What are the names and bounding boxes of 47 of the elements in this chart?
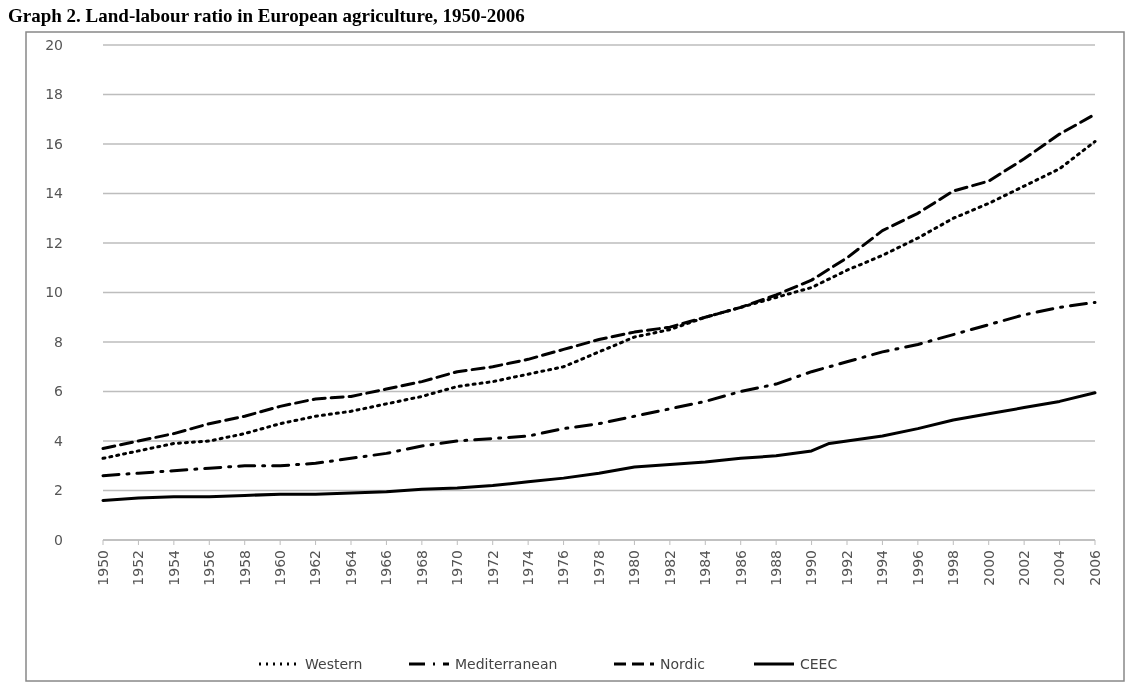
y-tick-label: 14 bbox=[45, 185, 64, 202]
x-tick-label: 1980 bbox=[626, 550, 643, 586]
x-tick-label: 1996 bbox=[909, 549, 926, 586]
x-tick-label: 1970 bbox=[449, 550, 466, 586]
x-tick-label: 1964 bbox=[342, 549, 359, 586]
x-tick-label: 1998 bbox=[945, 550, 962, 586]
legend-label: Nordic bbox=[660, 655, 706, 672]
x-tick-label: 1966 bbox=[378, 549, 395, 586]
x-tick-label: 2002 bbox=[1016, 550, 1033, 586]
x-tick-label: 2000 bbox=[980, 550, 997, 586]
line-series bbox=[101, 391, 1097, 502]
legend-label: Western bbox=[305, 655, 363, 672]
line-series bbox=[101, 300, 1097, 478]
x-tick-label: 1988 bbox=[768, 550, 785, 586]
x-tick-label: 1958 bbox=[236, 550, 253, 586]
x-tick-label: 2004 bbox=[1051, 549, 1068, 586]
x-tick-label: 1990 bbox=[803, 550, 820, 586]
chart-title: Graph 2. Land-labour ratio in European agriculture, 1950-2006 bbox=[8, 5, 525, 26]
x-tick-label: 1978 bbox=[590, 550, 607, 586]
y-tick-label: 12 bbox=[45, 234, 63, 251]
x-tick-label: 1982 bbox=[661, 550, 678, 586]
x-tick-label: 1950 bbox=[94, 550, 111, 586]
x-tick-label: 1992 bbox=[838, 550, 855, 586]
x-tick-label: 1986 bbox=[732, 549, 749, 586]
x-tick-label: 1976 bbox=[555, 549, 572, 586]
x-tick-label: 1972 bbox=[484, 550, 501, 586]
y-tick-label: 10 bbox=[45, 284, 63, 301]
y-tick-label: 16 bbox=[45, 135, 64, 152]
y-tick-label: 6 bbox=[54, 383, 64, 400]
y-tick-label: 0 bbox=[54, 531, 63, 548]
x-tick-label: 1952 bbox=[130, 550, 147, 586]
x-tick-label: 1962 bbox=[307, 550, 324, 586]
x-tick-label: 2006 bbox=[1086, 549, 1103, 586]
x-tick-label: 1954 bbox=[165, 549, 182, 586]
legend-label: Mediterranean bbox=[455, 655, 558, 672]
legend-label: CEEC bbox=[800, 655, 838, 672]
y-tick-label: 18 bbox=[45, 86, 63, 103]
x-tick-label: 1960 bbox=[272, 550, 289, 586]
x-tick-label: 1984 bbox=[697, 549, 714, 586]
y-tick-label: 20 bbox=[45, 36, 63, 53]
y-tick-label: 4 bbox=[54, 432, 64, 449]
x-tick-label: 1956 bbox=[201, 549, 218, 586]
y-tick-label: 2 bbox=[54, 482, 63, 499]
x-tick-label: 1994 bbox=[874, 549, 891, 586]
y-tick-label: 8 bbox=[54, 333, 63, 350]
x-tick-label: 1974 bbox=[520, 549, 537, 586]
x-tick-label: 1968 bbox=[413, 550, 430, 586]
